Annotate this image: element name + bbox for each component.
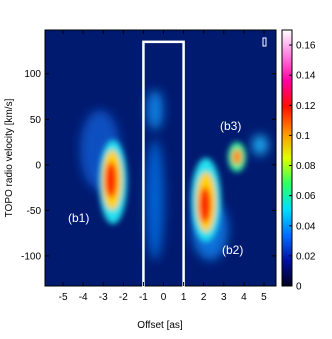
x-tick-label: 2 bbox=[201, 292, 207, 303]
annotation: (b3) bbox=[220, 119, 241, 133]
colorbar-tick-label: 0.06 bbox=[296, 191, 316, 202]
x-tick-label: 0 bbox=[161, 292, 167, 303]
y-tick-label: -100 bbox=[21, 251, 41, 262]
colorbar-tick-label: 0.04 bbox=[296, 221, 316, 232]
colorbar-tick-label: 0.12 bbox=[296, 101, 316, 112]
annotation: (b1) bbox=[68, 211, 89, 225]
y-tick-label: -50 bbox=[27, 206, 42, 217]
annotation: (b2) bbox=[222, 243, 243, 257]
colorbar-tick-label: 0.08 bbox=[296, 161, 316, 172]
colorbar-tick-label: 0.1 bbox=[296, 131, 310, 142]
x-tick-label: 3 bbox=[221, 292, 227, 303]
y-tick-label: 0 bbox=[35, 160, 41, 171]
x-tick-label: 4 bbox=[241, 292, 247, 303]
colorbar-tick-label: 0.02 bbox=[296, 251, 316, 262]
colorbar bbox=[281, 29, 293, 287]
x-tick-label: -2 bbox=[119, 292, 128, 303]
y-tick-label: 100 bbox=[24, 69, 41, 80]
x-tick-label: 5 bbox=[261, 292, 267, 303]
colorbar-tick-label: 0.14 bbox=[296, 71, 316, 82]
y-axis-label: TOPO radio velocity [km/s] bbox=[4, 98, 15, 217]
x-tick-label: -5 bbox=[59, 292, 68, 303]
x-tick-label: -1 bbox=[139, 292, 148, 303]
x-tick-label: -4 bbox=[79, 292, 88, 303]
x-tick-label: 1 bbox=[181, 292, 187, 303]
colorbar-tick-label: 0 bbox=[296, 282, 302, 293]
y-tick-label: 50 bbox=[30, 115, 42, 126]
x-tick-label: -3 bbox=[99, 292, 108, 303]
x-axis-label: Offset [as] bbox=[137, 320, 183, 331]
plot-frame bbox=[44, 29, 277, 287]
heatmap-image bbox=[45, 30, 276, 286]
colorbar-tick-label: 0.16 bbox=[296, 41, 316, 52]
extraction-box bbox=[142, 40, 185, 290]
beam-marker bbox=[262, 37, 267, 47]
